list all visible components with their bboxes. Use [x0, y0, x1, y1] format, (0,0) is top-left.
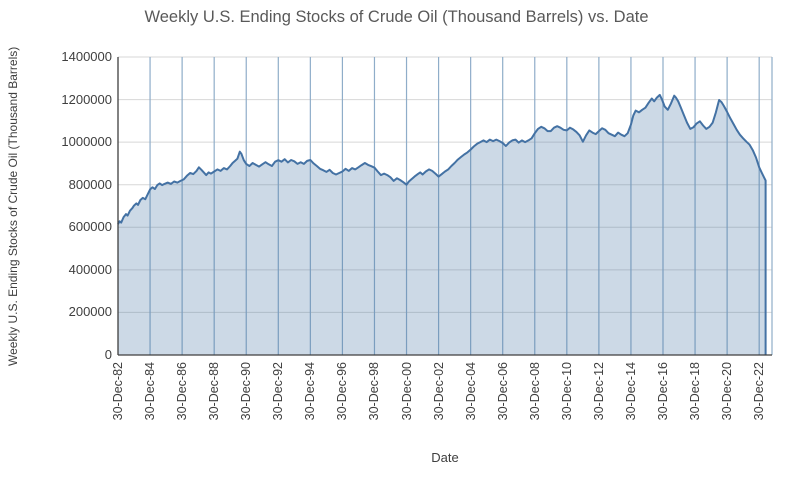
x-tick-label: 30-Dec-08: [527, 362, 542, 421]
y-tick-label: 200000: [68, 304, 112, 320]
series-line: [117, 93, 767, 355]
x-tick-label: 30-Dec-00: [399, 362, 414, 421]
chart-title: Weekly U.S. Ending Stocks of Crude Oil (…: [144, 8, 649, 26]
x-tick-label: 30-Dec-10: [559, 362, 574, 421]
x-tick-label: 30-Dec-88: [207, 362, 222, 421]
x-tick-label: 30-Dec-86: [175, 362, 190, 421]
x-tick-label: 30-Dec-18: [688, 362, 703, 421]
x-tick-label: 30-Dec-02: [431, 362, 446, 421]
y-tick-label: 1400000: [61, 49, 112, 64]
y-tick-label: 800000: [68, 176, 112, 192]
y-tick-label: 600000: [68, 219, 112, 235]
x-tick-label: 30-Dec-14: [623, 362, 638, 421]
x-tick-label: 30-Dec-92: [271, 362, 286, 421]
y-tick-label: 400000: [68, 261, 112, 277]
x-tick-label: 30-Dec-06: [495, 362, 510, 421]
x-tick-label: 30-Dec-20: [720, 362, 735, 421]
y-tick-label: 1000000: [61, 134, 112, 150]
x-tick-label: 30-Dec-96: [335, 362, 350, 421]
x-tick-label: 30-Dec-94: [303, 362, 318, 421]
x-axis-title: Date: [431, 450, 459, 465]
x-tick-label: 30-Dec-12: [591, 362, 606, 421]
area-fill: [118, 94, 766, 356]
x-tick-label: 30-Dec-04: [463, 362, 478, 421]
x-tick-label: 30-Dec-84: [143, 362, 158, 421]
x-tick-label: 30-Dec-22: [752, 362, 767, 421]
x-tick-label: 30-Dec-82: [111, 362, 125, 421]
x-tick-label: 30-Dec-90: [239, 362, 254, 421]
x-tick-label: 30-Dec-16: [656, 362, 670, 421]
x-tick-label: 30-Dec-98: [367, 362, 382, 421]
y-tick-label: 0: [104, 347, 112, 362]
y-tick-label: 1200000: [61, 91, 112, 107]
